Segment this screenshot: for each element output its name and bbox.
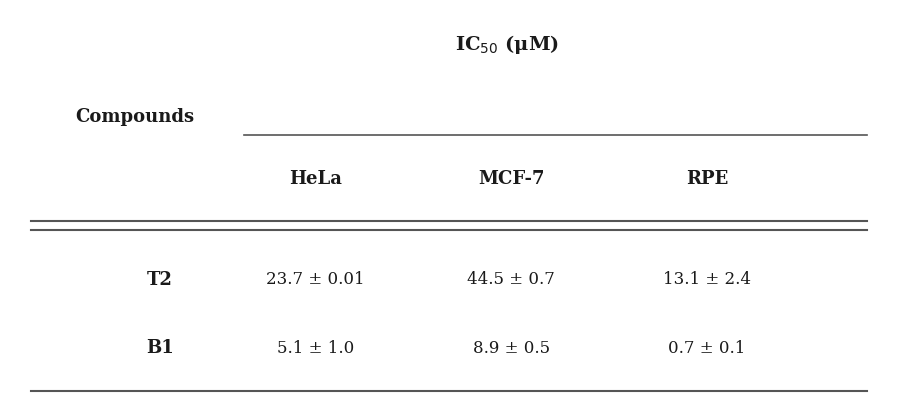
- Text: IC$_{50}$ (μM): IC$_{50}$ (μM): [455, 33, 559, 56]
- Text: 13.1 ± 2.4: 13.1 ± 2.4: [663, 272, 751, 289]
- Text: RPE: RPE: [686, 170, 728, 188]
- Text: HeLa: HeLa: [289, 170, 342, 188]
- Text: 0.7 ± 0.1: 0.7 ± 0.1: [668, 340, 745, 357]
- Text: Compounds: Compounds: [75, 108, 195, 126]
- Text: T2: T2: [147, 271, 172, 289]
- Text: 44.5 ± 0.7: 44.5 ± 0.7: [467, 272, 555, 289]
- Text: 8.9 ± 0.5: 8.9 ± 0.5: [472, 340, 550, 357]
- Text: MCF-7: MCF-7: [478, 170, 544, 188]
- Text: 5.1 ± 1.0: 5.1 ± 1.0: [277, 340, 354, 357]
- Text: B1: B1: [146, 339, 173, 358]
- Text: 23.7 ± 0.01: 23.7 ± 0.01: [266, 272, 365, 289]
